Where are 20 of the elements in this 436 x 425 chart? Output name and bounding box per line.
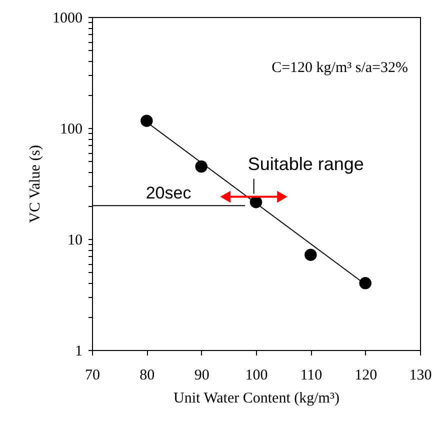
x-tick-label: 70 [85,368,100,384]
x-axis-title: Unit Water Content (kg/m³) [174,390,340,406]
point [140,114,153,127]
annotation: C=120 kg/m³ s/a=32% [272,60,408,76]
x-tick-label: 110 [300,368,322,384]
x-tick-label: 120 [354,368,378,384]
y-tick-label: 10 [68,232,82,248]
x-tick-label: 80 [140,368,155,384]
point [195,160,208,173]
x-tick-label: 130 [409,368,432,384]
y-axis-title: VC Value (s) [28,144,44,224]
series-label: Suitable range [248,154,364,174]
series-label: 20sec [146,184,192,203]
x-tick-label: 100 [245,368,268,384]
y-tick-label: 1000 [52,10,82,26]
x-tick-label: 90 [194,368,210,384]
y-tick-label: 1 [75,344,82,360]
point [359,277,372,290]
y-tick-label: 100 [60,122,82,138]
point [304,248,317,261]
